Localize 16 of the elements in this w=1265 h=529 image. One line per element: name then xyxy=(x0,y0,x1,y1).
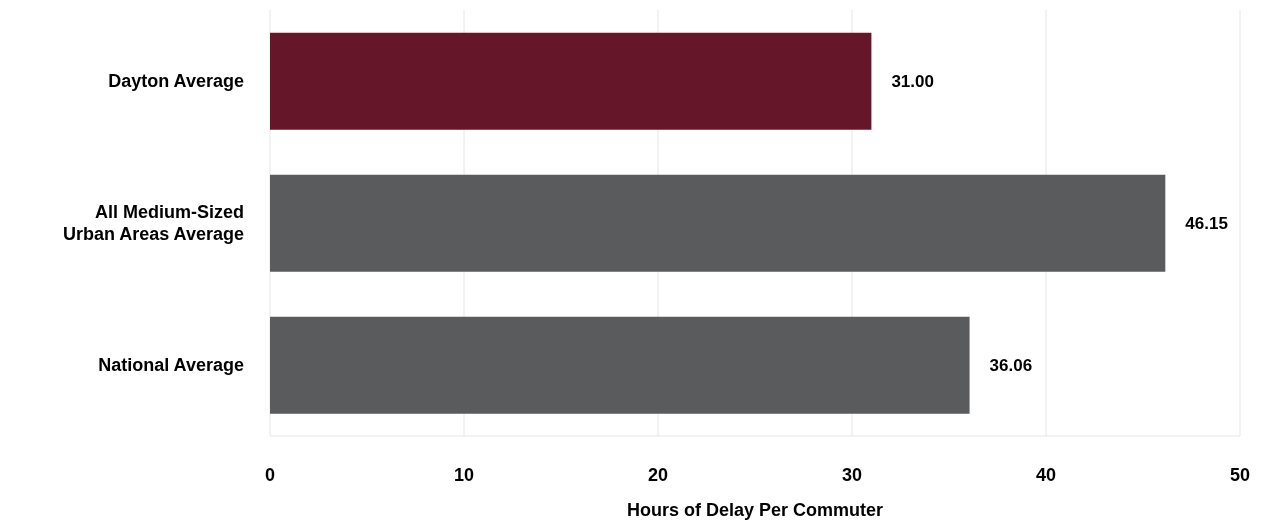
x-tick-label: 0 xyxy=(264,464,276,485)
data-label: 36.06 xyxy=(989,356,1033,376)
data-label: 46.15 xyxy=(1185,214,1228,234)
x-tick-label: 40 xyxy=(1035,464,1057,485)
bar xyxy=(270,316,970,414)
bar xyxy=(270,32,872,130)
y-tick-label: Dayton Average xyxy=(108,71,244,91)
x-tick-label: 10 xyxy=(453,464,475,485)
bar xyxy=(270,174,1166,272)
y-tick-label: All Medium-Sized Urban Areas Average xyxy=(62,202,244,244)
x-tick-label: 50 xyxy=(1229,464,1251,485)
data-label: 31.00 xyxy=(891,72,934,92)
y-tick-label: National Average xyxy=(98,355,244,375)
x-tick-label: 20 xyxy=(647,464,669,485)
x-axis-title: Hours of Delay Per Commuter xyxy=(626,500,884,520)
x-tick-label: 30 xyxy=(841,464,863,485)
